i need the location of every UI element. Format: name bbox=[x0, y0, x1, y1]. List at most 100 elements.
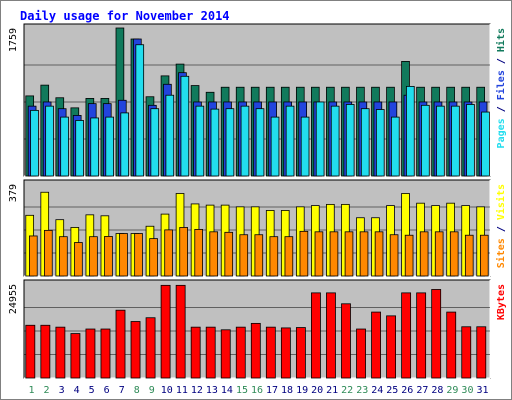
x-tick-label-day-10: 10 bbox=[161, 385, 173, 396]
x-tick-label-day-12: 12 bbox=[191, 385, 203, 396]
bar-kbytes-day-24 bbox=[371, 311, 381, 379]
bar-kbytes-day-12 bbox=[190, 326, 201, 379]
x-tick-label-day-23: 23 bbox=[356, 385, 368, 396]
y-series-label-part: Pages bbox=[496, 118, 507, 148]
x-tick-label-day-3: 3 bbox=[59, 385, 65, 396]
x-tick-label-day-25: 25 bbox=[386, 385, 398, 396]
bar-kbytes-day-16 bbox=[250, 322, 261, 379]
bar-pages-day-28 bbox=[436, 105, 445, 177]
bar-kbytes-day-4 bbox=[70, 333, 81, 379]
x-tick-label-day-29: 29 bbox=[446, 385, 458, 396]
bar-pages-day-22 bbox=[345, 104, 355, 177]
bar-sites-day-5 bbox=[89, 236, 98, 277]
bar-pages-day-26 bbox=[406, 85, 415, 177]
y-max-label: 1759 bbox=[8, 28, 19, 52]
y-series-label-part: Sites bbox=[495, 238, 507, 268]
x-tick-label-day-15: 15 bbox=[236, 385, 248, 396]
y-max-label: 379 bbox=[8, 184, 19, 202]
bar-kbytes-day-29 bbox=[446, 311, 457, 379]
bar-pages-day-5 bbox=[90, 117, 99, 177]
bar-pages-day-13 bbox=[210, 108, 220, 177]
x-tick-label-day-6: 6 bbox=[104, 385, 110, 396]
bar-sites-day-20 bbox=[314, 231, 324, 277]
bar-kbytes-day-31 bbox=[476, 326, 487, 379]
x-tick-label-day-7: 7 bbox=[119, 385, 125, 396]
y-series-label-part: / bbox=[496, 52, 507, 70]
bar-kbytes-day-28 bbox=[431, 289, 442, 379]
bar-kbytes-day-27 bbox=[416, 292, 427, 379]
bar-kbytes-day-18 bbox=[280, 327, 291, 379]
x-tick-label-day-13: 13 bbox=[206, 385, 218, 396]
bar-sites-day-21 bbox=[329, 231, 339, 277]
y-series-label-part: / bbox=[496, 100, 507, 118]
bar-kbytes-day-15 bbox=[235, 326, 246, 379]
bar-sites-day-6 bbox=[104, 236, 113, 277]
y-series-label-part: KBytes bbox=[496, 284, 507, 320]
bar-kbytes-day-26 bbox=[401, 292, 412, 379]
y-series-label: KBytes bbox=[496, 284, 507, 320]
y-series-label-part: Hits bbox=[495, 28, 507, 52]
bar-pages-day-11 bbox=[180, 75, 190, 177]
y-series-label-part: / bbox=[496, 220, 507, 238]
bar-pages-day-21 bbox=[330, 105, 340, 177]
bar-pages-day-25 bbox=[390, 116, 400, 177]
bar-sites-day-25 bbox=[389, 234, 399, 277]
y-series-label: Sites / Visits bbox=[495, 184, 507, 268]
bar-pages-day-19 bbox=[300, 116, 310, 177]
bar-kbytes-day-10 bbox=[160, 284, 171, 379]
x-tick-label-day-2: 2 bbox=[44, 385, 50, 396]
bar-sites-day-2 bbox=[44, 229, 53, 277]
bar-kbytes-day-30 bbox=[461, 326, 472, 379]
bar-sites-day-15 bbox=[239, 234, 249, 277]
bar-pages-day-14 bbox=[225, 108, 235, 177]
bar-pages-day-30 bbox=[466, 104, 475, 177]
x-tick-label-day-4: 4 bbox=[74, 385, 80, 396]
bar-pages-day-7 bbox=[120, 112, 130, 177]
bar-pages-day-4 bbox=[75, 120, 84, 177]
bar-pages-day-10 bbox=[165, 94, 175, 177]
x-axis-labels: 1 2 3 4 5 6 7 8 9 10 11 12 13 14 15 16 17 18 19 20 21 22 23 24 2… bbox=[29, 385, 489, 396]
bar-sites-day-4 bbox=[74, 242, 83, 277]
x-tick-label-day-20: 20 bbox=[311, 385, 323, 396]
x-tick-label-day-9: 9 bbox=[149, 385, 155, 396]
bar-sites-day-31 bbox=[479, 234, 489, 277]
bar-kbytes-day-14 bbox=[220, 329, 231, 379]
bar-kbytes-day-22 bbox=[341, 303, 351, 379]
x-tick-label-day-24: 24 bbox=[371, 385, 383, 396]
chart-title: Daily usage for November 2014 bbox=[20, 9, 230, 23]
bar-sites-day-1 bbox=[29, 235, 38, 277]
bar-pages-day-3 bbox=[60, 116, 69, 177]
bar-sites-day-28 bbox=[434, 231, 444, 277]
y-max-label: 24955 bbox=[8, 284, 19, 314]
x-tick-label-day-31: 31 bbox=[476, 385, 488, 396]
x-tick-label-day-30: 30 bbox=[461, 385, 473, 396]
y-series-label-part: Visits bbox=[495, 184, 507, 220]
x-tick-label-day-14: 14 bbox=[221, 385, 233, 396]
bar-kbytes-day-2 bbox=[40, 324, 51, 379]
bar-sites-day-7 bbox=[119, 233, 128, 277]
bar-kbytes-day-21 bbox=[326, 292, 336, 379]
bar-kbytes-day-11 bbox=[175, 284, 186, 379]
bar-pages-day-16 bbox=[255, 108, 265, 177]
x-tick-label-day-28: 28 bbox=[431, 385, 443, 396]
bar-sites-day-12 bbox=[194, 228, 203, 277]
bar-pages-day-6 bbox=[105, 116, 114, 177]
bar-kbytes-day-3 bbox=[55, 326, 66, 379]
bar-pages-day-29 bbox=[451, 105, 460, 177]
bar-kbytes-day-5 bbox=[85, 328, 96, 379]
bar-sites-day-9 bbox=[149, 238, 158, 277]
bar-kbytes-day-23 bbox=[356, 328, 366, 379]
x-tick-label-day-5: 5 bbox=[89, 385, 95, 396]
bar-kbytes-day-7 bbox=[115, 309, 126, 379]
panel-hits-files-pages: 1759 Pages / Files / Hits bbox=[8, 23, 507, 177]
panels-layer: 1759 Pages / Files / Hits 379 Sites / Visit… bbox=[8, 23, 507, 379]
bar-sites-day-24 bbox=[374, 231, 384, 277]
bar-pages-day-24 bbox=[375, 109, 385, 177]
bar-pages-day-27 bbox=[421, 104, 430, 177]
bar-pages-day-2 bbox=[45, 105, 54, 177]
x-tick-label-day-22: 22 bbox=[341, 385, 353, 396]
bar-kbytes-day-6 bbox=[100, 328, 111, 379]
bar-pages-day-15 bbox=[240, 105, 250, 177]
bar-sites-day-8 bbox=[134, 233, 143, 277]
bar-pages-day-23 bbox=[360, 108, 370, 177]
